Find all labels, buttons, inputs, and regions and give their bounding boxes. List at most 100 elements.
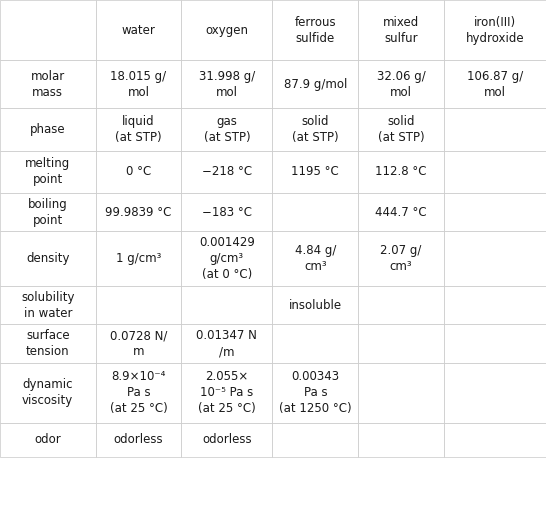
Bar <box>358 231 444 286</box>
Text: 8.9×10⁻⁴
Pa s
(at 25 °C): 8.9×10⁻⁴ Pa s (at 25 °C) <box>110 370 167 415</box>
Bar <box>0 423 96 457</box>
Text: 0.01347 N
/m: 0.01347 N /m <box>197 329 257 358</box>
Bar <box>358 423 444 457</box>
Bar <box>181 151 272 193</box>
Text: oxygen: oxygen <box>205 24 248 37</box>
Text: 0.00343
Pa s
(at 1250 °C): 0.00343 Pa s (at 1250 °C) <box>279 370 352 415</box>
Bar <box>272 60 358 108</box>
Bar <box>272 0 358 60</box>
Bar <box>96 324 181 363</box>
Bar <box>272 286 358 324</box>
Bar <box>444 151 546 193</box>
Bar <box>0 231 96 286</box>
Bar <box>96 363 181 423</box>
Bar <box>181 286 272 324</box>
Bar <box>444 60 546 108</box>
Bar <box>96 60 181 108</box>
Bar <box>181 0 272 60</box>
Bar <box>0 108 96 151</box>
Bar <box>272 324 358 363</box>
Text: 0.0728 N/
m: 0.0728 N/ m <box>110 329 167 358</box>
Bar <box>0 324 96 363</box>
Text: 18.015 g/
mol: 18.015 g/ mol <box>110 70 167 99</box>
Text: 112.8 °C: 112.8 °C <box>375 166 427 178</box>
Text: 1 g/cm³: 1 g/cm³ <box>116 252 161 265</box>
Text: 4.84 g/
cm³: 4.84 g/ cm³ <box>295 244 336 273</box>
Text: odor: odor <box>34 433 61 447</box>
Bar <box>444 423 546 457</box>
Text: mixed
sulfur: mixed sulfur <box>383 16 419 44</box>
Text: insoluble: insoluble <box>289 299 342 312</box>
Text: solid
(at STP): solid (at STP) <box>378 115 424 144</box>
Text: 106.87 g/
mol: 106.87 g/ mol <box>467 70 523 99</box>
Bar <box>181 423 272 457</box>
Bar <box>181 363 272 423</box>
Bar <box>0 151 96 193</box>
Bar <box>272 151 358 193</box>
Bar <box>96 286 181 324</box>
Text: 99.9839 °C: 99.9839 °C <box>105 206 171 219</box>
Text: dynamic
viscosity: dynamic viscosity <box>22 378 73 407</box>
Bar <box>96 151 181 193</box>
Bar <box>358 151 444 193</box>
Text: 32.06 g/
mol: 32.06 g/ mol <box>377 70 425 99</box>
Bar <box>0 193 96 231</box>
Bar <box>444 0 546 60</box>
Text: 0.001429
g/cm³
(at 0 °C): 0.001429 g/cm³ (at 0 °C) <box>199 236 255 282</box>
Bar <box>272 363 358 423</box>
Bar <box>96 423 181 457</box>
Bar <box>181 193 272 231</box>
Bar <box>358 108 444 151</box>
Bar <box>444 231 546 286</box>
Text: 444.7 °C: 444.7 °C <box>375 206 427 219</box>
Text: solubility
in water: solubility in water <box>21 291 74 320</box>
Bar <box>358 286 444 324</box>
Text: molar
mass: molar mass <box>31 70 65 99</box>
Bar <box>272 108 358 151</box>
Bar <box>272 231 358 286</box>
Bar <box>358 60 444 108</box>
Bar <box>272 193 358 231</box>
Bar <box>358 0 444 60</box>
Text: boiling
point: boiling point <box>28 198 68 227</box>
Bar <box>444 324 546 363</box>
Text: ferrous
sulfide: ferrous sulfide <box>294 16 336 44</box>
Bar <box>444 286 546 324</box>
Bar <box>444 363 546 423</box>
Text: 31.998 g/
mol: 31.998 g/ mol <box>199 70 255 99</box>
Bar <box>358 363 444 423</box>
Text: −183 °C: −183 °C <box>202 206 252 219</box>
Text: 2.07 g/
cm³: 2.07 g/ cm³ <box>381 244 422 273</box>
Text: gas
(at STP): gas (at STP) <box>204 115 250 144</box>
Bar <box>181 108 272 151</box>
Bar <box>96 0 181 60</box>
Bar <box>444 108 546 151</box>
Bar <box>181 231 272 286</box>
Text: odorless: odorless <box>114 433 163 447</box>
Text: odorless: odorless <box>202 433 252 447</box>
Bar <box>181 60 272 108</box>
Text: phase: phase <box>30 123 66 136</box>
Text: liquid
(at STP): liquid (at STP) <box>115 115 162 144</box>
Text: solid
(at STP): solid (at STP) <box>292 115 339 144</box>
Text: iron(III)
hydroxide: iron(III) hydroxide <box>466 16 524 44</box>
Text: −218 °C: −218 °C <box>202 166 252 178</box>
Bar <box>272 423 358 457</box>
Text: water: water <box>121 24 156 37</box>
Bar <box>358 324 444 363</box>
Text: 87.9 g/mol: 87.9 g/mol <box>283 78 347 91</box>
Text: 2.055×
10⁻⁵ Pa s
(at 25 °C): 2.055× 10⁻⁵ Pa s (at 25 °C) <box>198 370 256 415</box>
Text: 0 °C: 0 °C <box>126 166 151 178</box>
Text: surface
tension: surface tension <box>26 329 69 358</box>
Bar <box>96 231 181 286</box>
Bar <box>0 0 96 60</box>
Text: density: density <box>26 252 69 265</box>
Bar <box>96 193 181 231</box>
Bar <box>0 60 96 108</box>
Bar <box>0 286 96 324</box>
Bar <box>96 108 181 151</box>
Text: melting
point: melting point <box>25 157 70 187</box>
Bar <box>444 193 546 231</box>
Text: 1195 °C: 1195 °C <box>292 166 339 178</box>
Bar <box>358 193 444 231</box>
